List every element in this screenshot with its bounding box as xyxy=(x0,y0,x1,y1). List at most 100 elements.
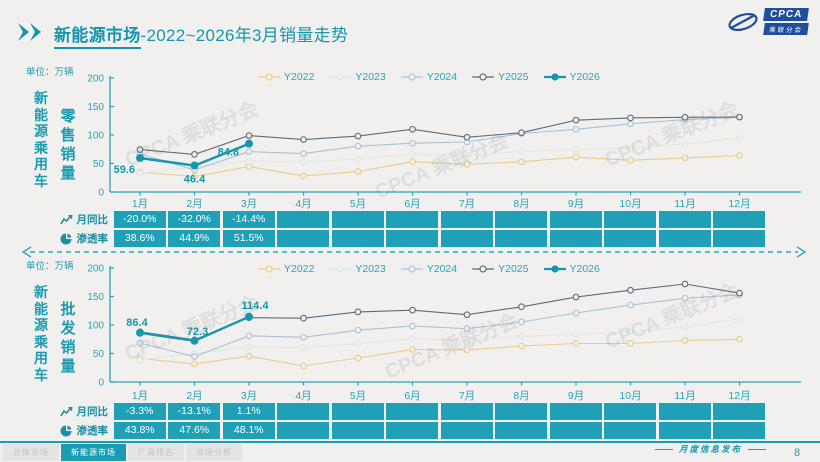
table-cell xyxy=(331,403,384,420)
table-cell xyxy=(549,211,602,228)
footer-tabs: 总体市场 新能源市场 厂商排名 市场分析 xyxy=(3,444,242,461)
table-cell: 1.1% xyxy=(222,403,275,420)
tab-市场分析[interactable]: 市场分析 xyxy=(186,444,242,461)
vertical-label-char: 能 xyxy=(34,106,48,123)
legend-item-Y2026: Y2026 xyxy=(543,263,600,275)
month-header: 12月 xyxy=(728,198,751,210)
vertical-label-char: 新 xyxy=(34,90,48,106)
vertical-label-char: 源 xyxy=(34,123,48,139)
vertical-label-char: 新 xyxy=(34,284,48,300)
group-label-wholesale: 新能源乘用车 xyxy=(30,284,52,383)
row-label-text: 渗透率 xyxy=(76,233,109,245)
point-value-label: 84.8 xyxy=(218,147,239,159)
month-header: 1月 xyxy=(131,390,149,402)
month-header: 5月 xyxy=(349,390,367,402)
table-cell xyxy=(604,230,657,247)
legend-item-Y2023: Y2023 xyxy=(329,71,386,83)
vertical-label-char: 销 xyxy=(60,146,76,163)
vertical-label-char: 批 xyxy=(60,301,76,318)
footer-note: 月度信息发布 xyxy=(628,443,793,455)
vertical-label-char: 能 xyxy=(34,300,48,317)
table-cell xyxy=(386,422,439,439)
page-title: 新能源市场-2022~2026年3月销量走势 xyxy=(54,21,349,49)
tab-新能源市场[interactable]: 新能源市场 xyxy=(61,444,126,461)
note-rule-right xyxy=(748,448,766,450)
table-cell xyxy=(277,211,330,228)
legend-item-Y2024: Y2024 xyxy=(400,263,457,275)
page-number: 8 xyxy=(794,447,801,459)
cpca-swoosh-icon xyxy=(728,12,758,31)
row-label-penetration: 渗透率 xyxy=(30,230,108,247)
table-cell xyxy=(386,211,439,228)
unit-label-retail: 单位：万辆 xyxy=(26,67,74,78)
table-cell: 44.9% xyxy=(168,230,221,247)
table-cell xyxy=(713,230,766,247)
legend-wholesale: Y2022 Y2023 Y2024 Y2025 Y2026 xyxy=(258,263,600,275)
vertical-label-char: 车 xyxy=(34,366,48,383)
y-tick-label: 50 xyxy=(93,159,105,170)
legend-item-Y2025: Y2025 xyxy=(472,71,529,83)
table-cell: -13.1% xyxy=(168,403,221,420)
table-cell xyxy=(549,230,602,247)
measure-label-wholesale: 批发销量 xyxy=(56,300,80,376)
table-cell: -20.0% xyxy=(113,211,166,228)
legend-label: Y2025 xyxy=(498,71,529,83)
legend-marker-Y2025 xyxy=(472,265,495,273)
legend-item-Y2022: Y2022 xyxy=(258,263,314,275)
vertical-label-char: 量 xyxy=(60,358,76,375)
point-value-label: 59.6 xyxy=(114,164,135,176)
month-header: 11月 xyxy=(674,198,696,210)
table-cell xyxy=(440,230,493,247)
legend-marker-Y2023 xyxy=(329,265,352,273)
vertical-label-char: 用 xyxy=(34,156,48,172)
vertical-label-char: 售 xyxy=(60,127,76,144)
row-label-text: 月同比 xyxy=(76,214,109,226)
month-header: 6月 xyxy=(404,198,421,210)
table-cell xyxy=(277,230,330,247)
table-cell xyxy=(440,403,493,420)
y-tick-label: 0 xyxy=(98,188,104,199)
vertical-label-char: 零 xyxy=(60,108,76,125)
vertical-label-char: 销 xyxy=(60,339,76,356)
month-header: 12月 xyxy=(728,390,751,402)
month-header: 2月 xyxy=(186,390,203,402)
double-chevron-icon xyxy=(18,23,41,41)
month-header: 10月 xyxy=(619,198,642,210)
table-cell: 43.8% xyxy=(113,422,166,439)
table-cell xyxy=(495,211,548,228)
table-cell xyxy=(386,230,439,247)
legend-label: Y2025 xyxy=(498,263,529,275)
logo-brand: CPCA xyxy=(762,8,809,21)
table-cell xyxy=(277,422,330,439)
month-header: 10月 xyxy=(619,390,642,402)
table-cell: 47.6% xyxy=(168,422,221,439)
y-tick-label: 150 xyxy=(87,102,104,113)
table-cell xyxy=(604,403,657,420)
page-title-highlight: 新能源市场 xyxy=(54,26,141,49)
note-rule-left xyxy=(654,448,673,450)
cpca-logo: CPCA 乘联分会 xyxy=(725,8,809,35)
table-cell xyxy=(277,403,330,420)
month-header: 2月 xyxy=(186,198,203,210)
legend-marker-Y2025 xyxy=(472,73,495,81)
table-cell xyxy=(495,230,548,247)
row-label-penetration: 渗透率 xyxy=(30,422,108,439)
table-cell xyxy=(549,403,602,420)
month-header: 4月 xyxy=(295,390,312,402)
table-cell xyxy=(604,211,657,228)
page-title-rest: -2022~2026年3月销量走势 xyxy=(140,26,349,45)
month-header: 7月 xyxy=(458,198,476,210)
legend-marker-Y2026 xyxy=(543,265,566,273)
tab-厂商排名[interactable]: 厂商排名 xyxy=(128,444,184,461)
legend-retail: Y2022 Y2023 Y2024 Y2025 Y2026 xyxy=(258,71,600,83)
month-header: 3月 xyxy=(240,198,258,210)
legend-item-Y2022: Y2022 xyxy=(258,71,314,83)
table-cell xyxy=(658,230,711,247)
legend-marker-Y2024 xyxy=(400,265,423,273)
table-cell xyxy=(440,211,493,228)
vertical-label-char: 源 xyxy=(34,317,48,333)
month-header: 9月 xyxy=(567,198,585,210)
tab-总体市场[interactable]: 总体市场 xyxy=(3,444,59,461)
row-label-text: 渗透率 xyxy=(76,425,109,437)
